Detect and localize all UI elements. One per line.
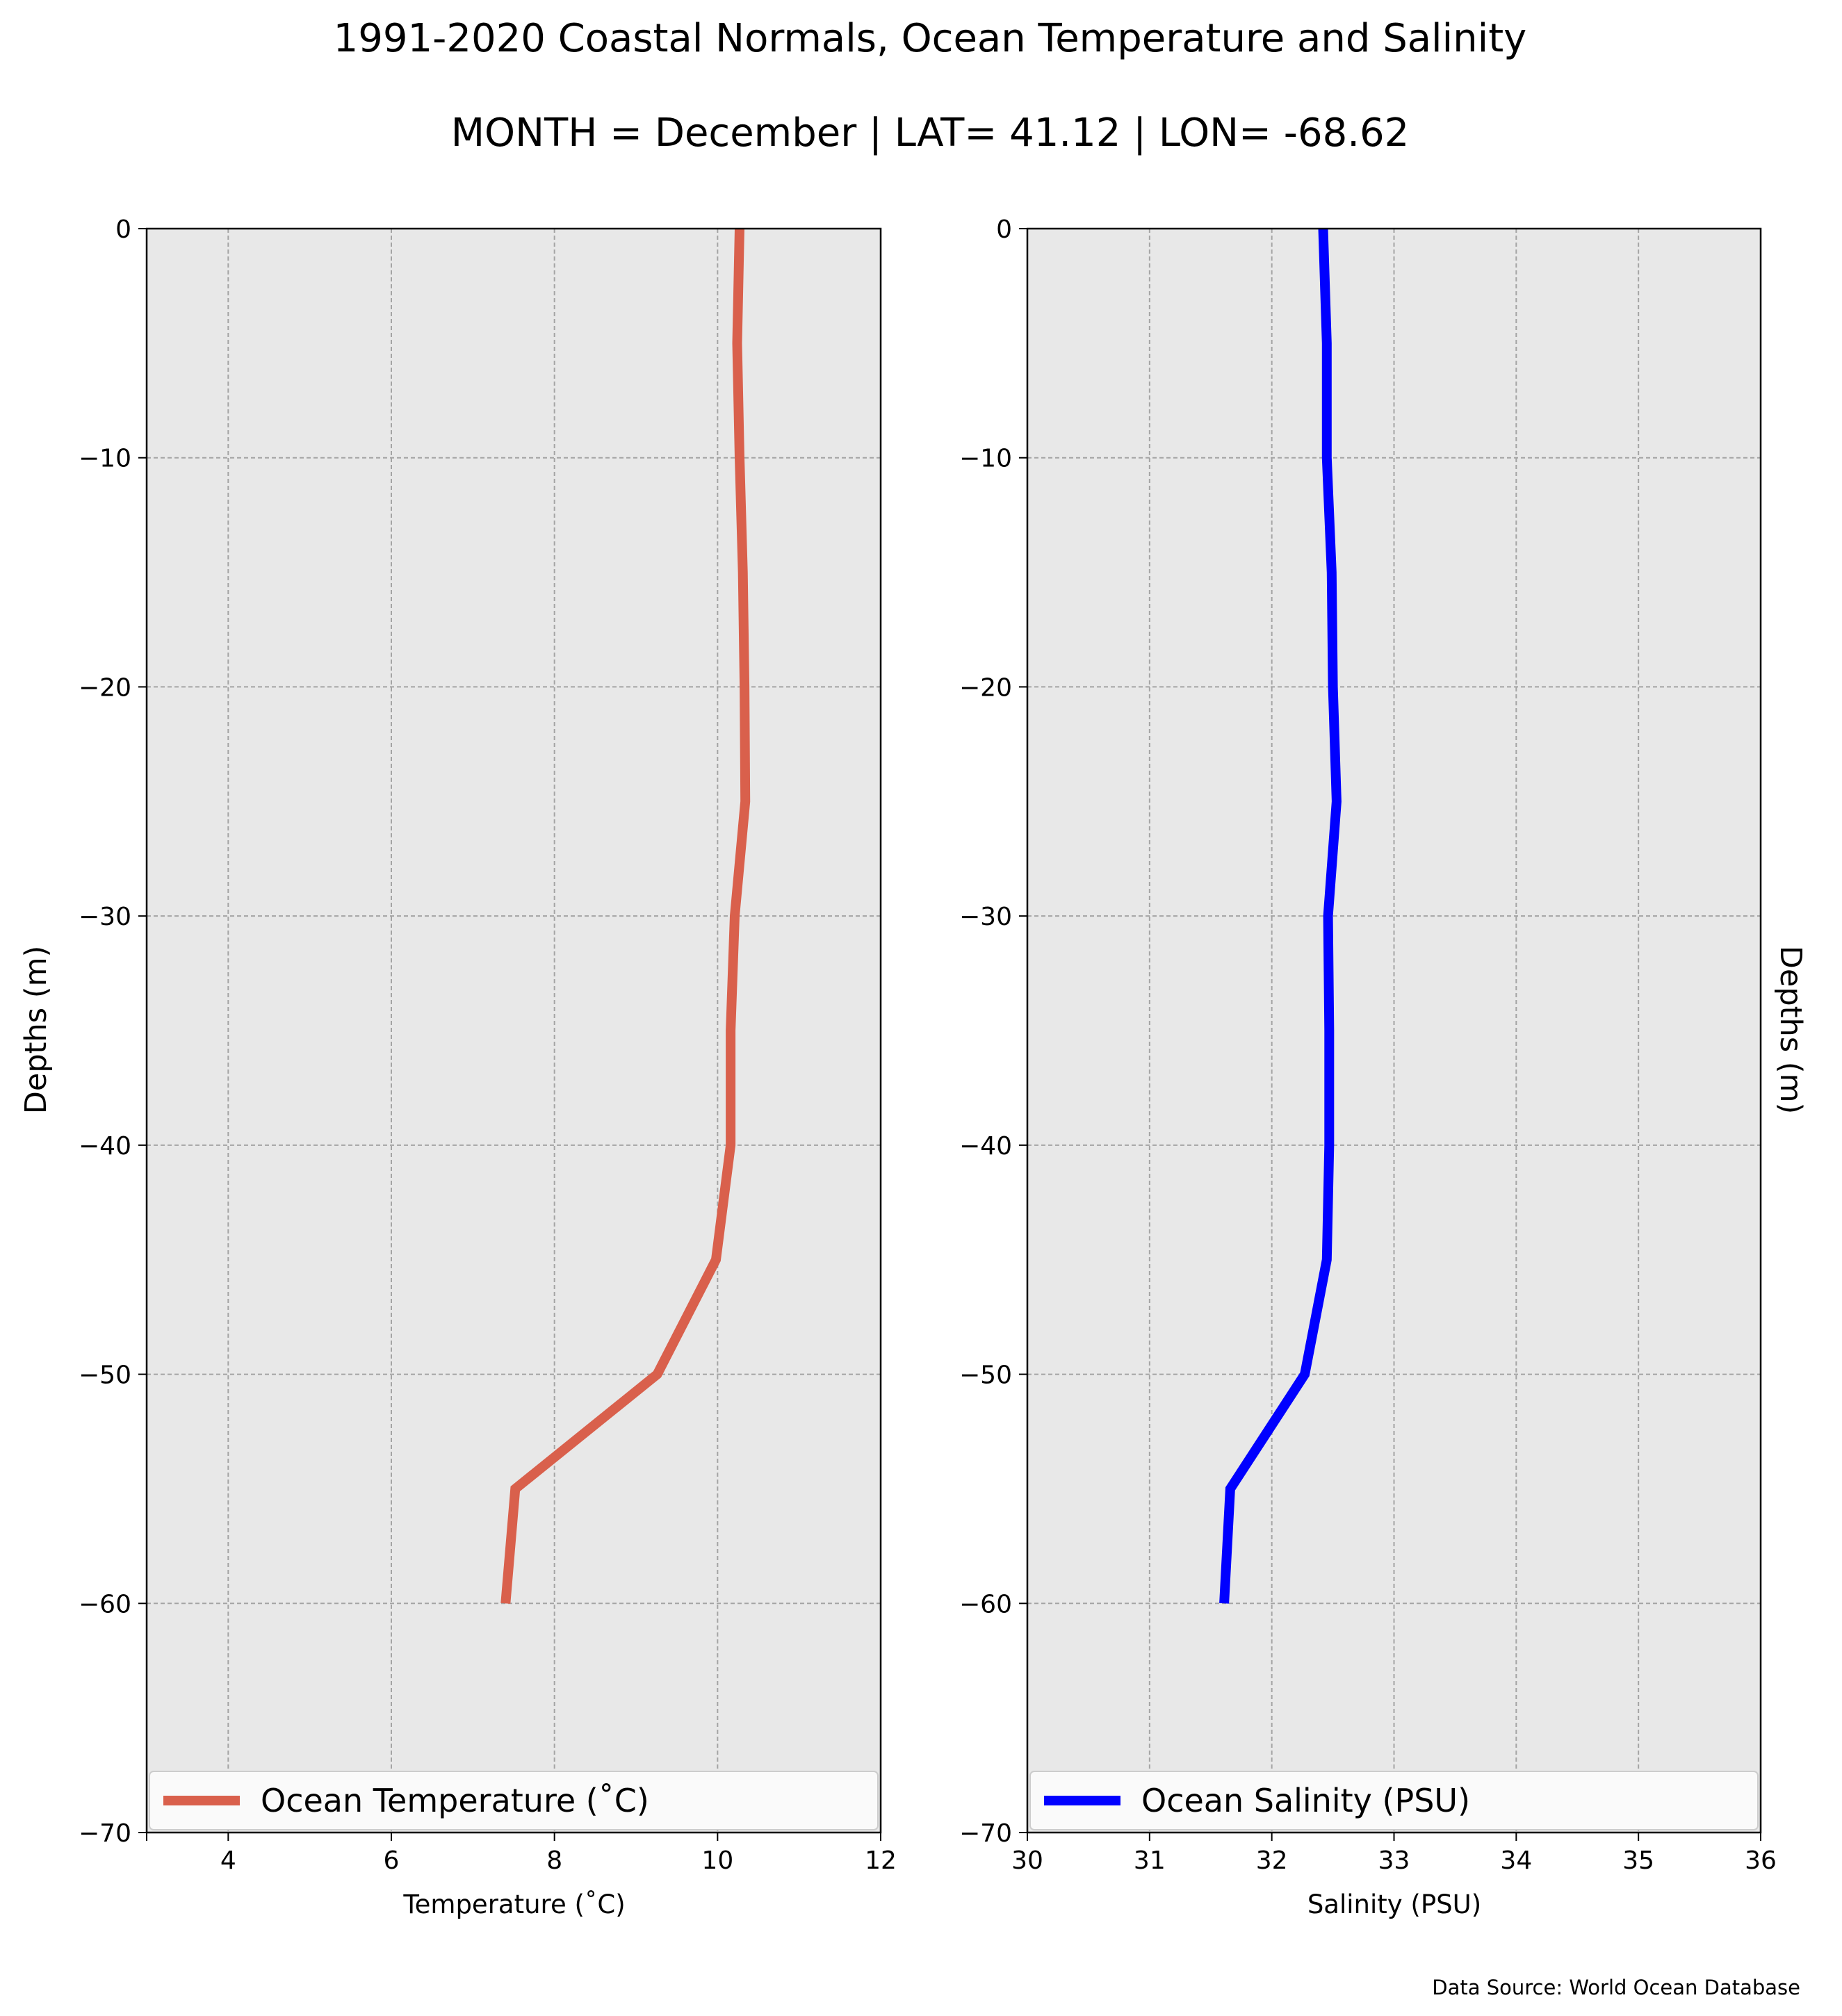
temperature-x-tick-label: 12 xyxy=(865,1846,897,1875)
figure-subtitle: MONTH = December | LAT= 41.12 | LON= -68… xyxy=(451,110,1410,156)
temperature-legend-label: Ocean Temperature (˚C) xyxy=(261,1782,649,1819)
figure-title: 1991-2020 Coastal Normals, Ocean Tempera… xyxy=(334,16,1527,61)
salinity-legend xyxy=(1029,1771,1759,1830)
salinity-x-tick-label: 36 xyxy=(1745,1846,1777,1875)
salinity-x-axis-label: Salinity (PSU) xyxy=(1307,1890,1481,1919)
temperature-y-tick-label: −40 xyxy=(79,1132,131,1161)
temperature-y-tick-label: −70 xyxy=(79,1819,131,1848)
salinity-x-tick-label: 35 xyxy=(1622,1846,1654,1875)
temperature-y-tick-label: −10 xyxy=(79,445,131,473)
temperature-x-tick-label: 6 xyxy=(384,1846,400,1875)
salinity-y-tick-label: −30 xyxy=(959,903,1012,931)
right-y-axis-label: Depths (m) xyxy=(1773,946,1808,1114)
salinity-x-tick-label: 30 xyxy=(1011,1846,1043,1875)
salinity-y-tick-label: −70 xyxy=(959,1819,1012,1848)
salinity-x-tick-label: 33 xyxy=(1378,1846,1410,1875)
salinity-y-tick-label: −40 xyxy=(959,1132,1012,1161)
salinity-y-tick-label: −60 xyxy=(959,1590,1012,1618)
salinity-y-tick-label: 0 xyxy=(996,215,1012,244)
temperature-y-tick-label: −30 xyxy=(79,903,131,931)
temperature-x-tick-label: 8 xyxy=(546,1846,562,1875)
temperature-x-tick-label: 4 xyxy=(220,1846,236,1875)
salinity-plot-frame xyxy=(1026,227,1762,1834)
salinity-x-tick-label: 34 xyxy=(1500,1846,1532,1875)
salinity-panel: 30 31 32 33 34 35 36 0 −10 −20 −30 −40 −50 −60 −70 Ocea… xyxy=(959,215,1777,1875)
data-source-note: Data Source: World Ocean Database xyxy=(1432,1976,1800,1999)
temperature-y-tick-label: 0 xyxy=(115,215,131,244)
temperature-y-tick-label: −60 xyxy=(79,1590,131,1618)
salinity-x-tick-label: 32 xyxy=(1256,1846,1288,1875)
temperature-plot-frame xyxy=(145,227,882,1834)
salinity-y-tick-label: −20 xyxy=(959,673,1012,702)
salinity-legend-label: Ocean Salinity (PSU) xyxy=(1141,1782,1470,1819)
temperature-legend xyxy=(149,1771,879,1830)
temperature-x-tick-label: 10 xyxy=(701,1846,733,1875)
temperature-y-tick-label: −50 xyxy=(79,1361,131,1390)
left-y-axis-label: Depths (m) xyxy=(19,946,54,1114)
salinity-x-tick-label: 31 xyxy=(1134,1846,1166,1875)
temperature-plot-area xyxy=(147,229,881,1833)
temperature-x-axis-label: Temperature (˚C) xyxy=(402,1890,625,1919)
salinity-y-tick-label: −10 xyxy=(959,445,1012,473)
temperature-panel: 4 6 8 10 12 0 −10 −20 −30 −40 −50 −60 −70 Ocean Tempe… xyxy=(79,215,897,1875)
salinity-y-tick-label: −50 xyxy=(959,1361,1012,1390)
temperature-y-tick-label: −20 xyxy=(79,673,131,702)
